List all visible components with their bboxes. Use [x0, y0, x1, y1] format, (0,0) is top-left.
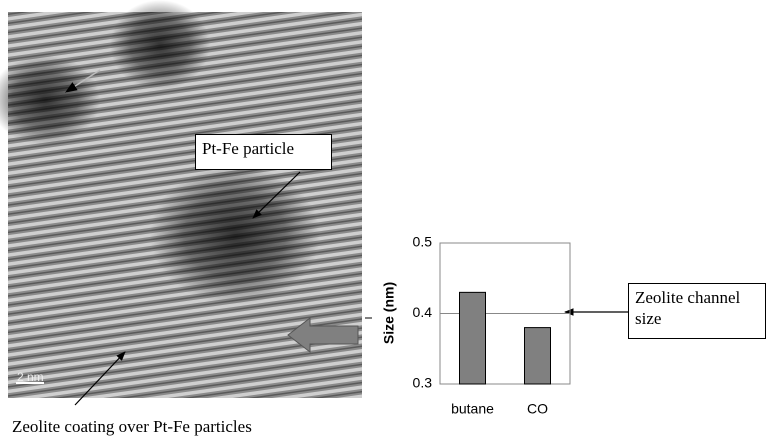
x-tick-label: butane: [451, 401, 494, 417]
x-tick-label: CO: [527, 401, 548, 417]
big-arrow: [287, 316, 359, 354]
scale-bar-label: 2 nm: [17, 370, 44, 384]
coating-label: Zeolite coating over Pt-Fe particles: [12, 417, 252, 436]
bar-chart: 0.3 0.4 0.5 butane CO: [413, 234, 571, 417]
arrow: [252, 171, 301, 219]
y-axis-label: Size (nm): [381, 282, 397, 344]
y-tick-label: 0.3: [413, 375, 433, 391]
y-tick-label: 0.5: [413, 234, 433, 250]
y-tick-label: 0.4: [413, 304, 433, 320]
tem-image: [0, 0, 362, 398]
bar: [459, 291, 486, 385]
particle-label: Pt-Fe particle: [195, 134, 332, 170]
channel-label: Zeolite channel size: [628, 283, 766, 339]
bar: [524, 327, 551, 385]
arrow: [74, 351, 126, 406]
